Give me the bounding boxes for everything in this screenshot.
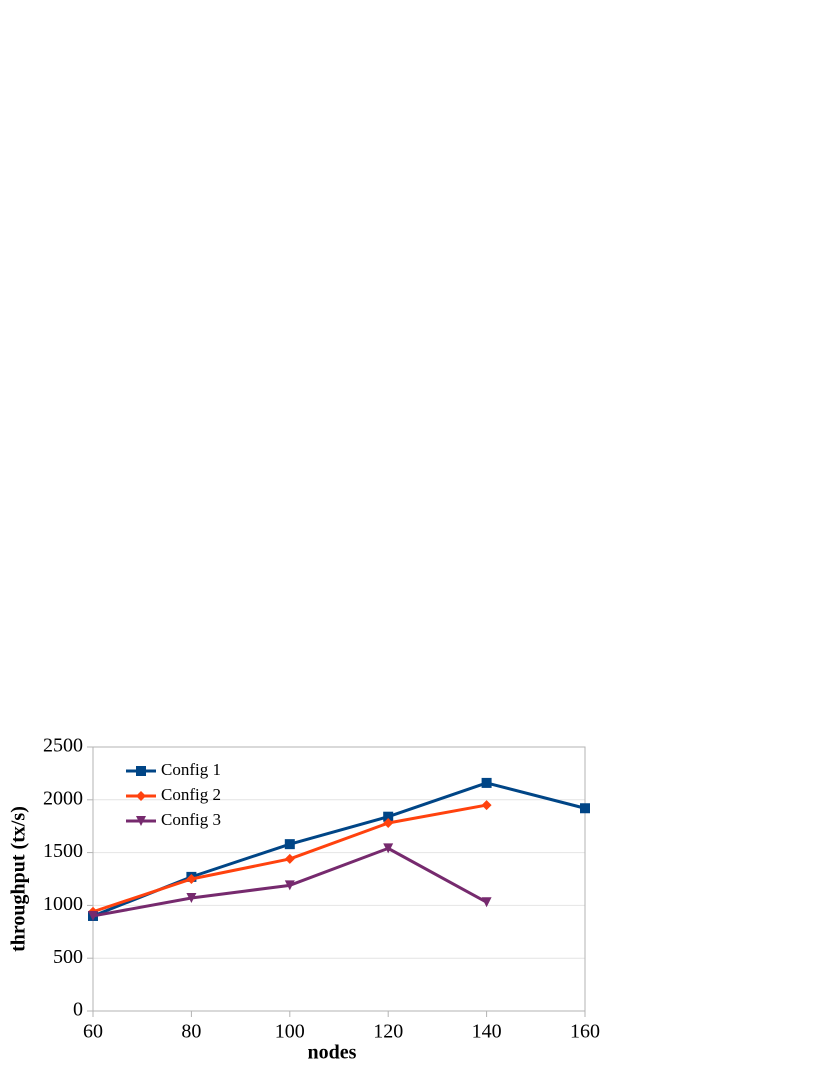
y-tick-label: 2500 (43, 735, 83, 757)
y-tick-label: 0 (73, 999, 83, 1021)
x-tick-label: 140 (472, 1021, 502, 1043)
marker (186, 874, 197, 884)
y-tick-label: 2000 (43, 787, 83, 809)
x-tick-label: 100 (275, 1021, 305, 1043)
marker (580, 803, 590, 814)
marker (481, 800, 492, 811)
marker (383, 811, 394, 822)
x-tick-label: 80 (181, 1021, 201, 1043)
x-tick-label: 160 (570, 1021, 600, 1043)
y-axis-title: throughput (tx/s) (8, 806, 30, 952)
marker (88, 910, 98, 921)
x-tick-label: 120 (373, 1021, 403, 1043)
legend-label: Config 2 (161, 785, 221, 804)
legend-marker (136, 816, 146, 826)
marker (284, 853, 295, 864)
x-tick-label: 60 (83, 1021, 103, 1043)
marker (284, 839, 295, 850)
plot-frame (92, 746, 586, 1012)
marker (186, 893, 197, 904)
legend-marker (136, 766, 146, 776)
marker (383, 843, 394, 854)
y-tick-label: 500 (53, 946, 83, 968)
marker (481, 777, 492, 788)
y-tick-label: 1000 (43, 893, 83, 915)
marker (383, 818, 394, 829)
legend-label: Config 1 (161, 760, 221, 779)
legend-marker (136, 791, 146, 801)
marker (481, 897, 492, 908)
x-axis-title: nodes (308, 1042, 357, 1064)
marker (284, 880, 295, 891)
legend-label: Config 3 (161, 810, 221, 829)
y-tick-label: 1500 (43, 840, 83, 862)
